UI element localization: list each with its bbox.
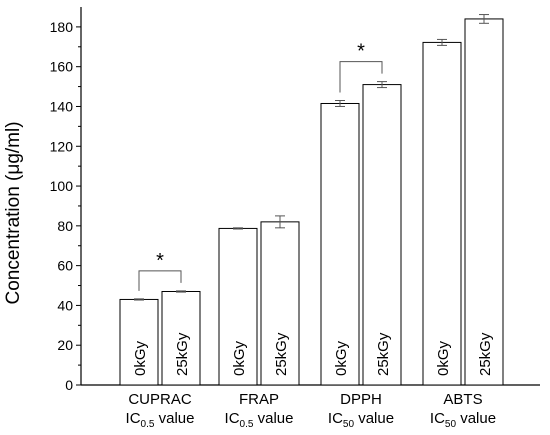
group-sublabel: IC50 value bbox=[328, 410, 394, 430]
y-tick-label: 80 bbox=[57, 218, 73, 234]
bar-label: 25kGy bbox=[477, 332, 494, 376]
label-rest: value bbox=[154, 410, 194, 427]
y-axis: 0 20 40 60 80 100 120 140 160 180 bbox=[50, 7, 82, 393]
significance-bracket bbox=[138, 270, 182, 291]
y-tick-label: 40 bbox=[57, 297, 73, 313]
bar-label: 25kGy bbox=[375, 332, 392, 376]
y-tick-label: 120 bbox=[50, 138, 74, 154]
label-base: IC bbox=[225, 410, 240, 427]
y-tick-label: 180 bbox=[50, 19, 74, 35]
group-label: CUPRAC bbox=[128, 391, 192, 408]
bar-label: 25kGy bbox=[273, 332, 290, 376]
bar bbox=[422, 41, 462, 386]
label-base: IC bbox=[126, 410, 141, 427]
significance-bracket bbox=[339, 61, 383, 93]
bar bbox=[161, 290, 201, 386]
label-base: IC bbox=[430, 410, 445, 427]
bar bbox=[119, 298, 159, 386]
bar-label: 0kGy bbox=[132, 340, 149, 376]
group-label: DPPH bbox=[340, 391, 382, 408]
significance-marker: * bbox=[357, 41, 365, 63]
y-tick-label: 20 bbox=[57, 337, 73, 353]
significance-marker: * bbox=[156, 250, 164, 272]
bar bbox=[464, 18, 504, 386]
label-rest: value bbox=[456, 410, 496, 427]
bar-label: 0kGy bbox=[435, 340, 452, 376]
bar-label: 0kGy bbox=[231, 340, 248, 376]
y-tick-label: 160 bbox=[50, 59, 74, 75]
y-tick-label: 100 bbox=[50, 178, 74, 194]
y-tick-label: 60 bbox=[57, 258, 73, 274]
label-subscript: 50 bbox=[343, 419, 355, 430]
bar bbox=[320, 102, 360, 386]
group-sublabel: IC0.5 value bbox=[126, 410, 195, 430]
group-label: ABTS bbox=[443, 391, 482, 408]
group-label: FRAP bbox=[239, 391, 279, 408]
bar-label: 0kGy bbox=[333, 340, 350, 376]
bars: 0kGy 25kGy * 0kGy 25kGy 0kGy 25kGy * 0kGy 25kGy bbox=[119, 14, 504, 386]
label-base: IC bbox=[328, 410, 343, 427]
group-sublabel: IC0.5 value bbox=[225, 410, 294, 430]
y-axis-label: Concentration (μg/ml) bbox=[3, 121, 24, 304]
bar bbox=[218, 227, 258, 386]
label-subscript: 0.5 bbox=[141, 419, 155, 430]
label-rest: value bbox=[354, 410, 394, 427]
bar-label: 25kGy bbox=[174, 332, 191, 376]
y-tick-label: 140 bbox=[50, 98, 74, 114]
y-tick-label: 0 bbox=[65, 377, 73, 393]
group-sublabel: IC50 value bbox=[430, 410, 496, 430]
label-subscript: 0.5 bbox=[240, 419, 254, 430]
label-subscript: 50 bbox=[445, 419, 457, 430]
bar bbox=[362, 84, 402, 386]
label-rest: value bbox=[253, 410, 293, 427]
